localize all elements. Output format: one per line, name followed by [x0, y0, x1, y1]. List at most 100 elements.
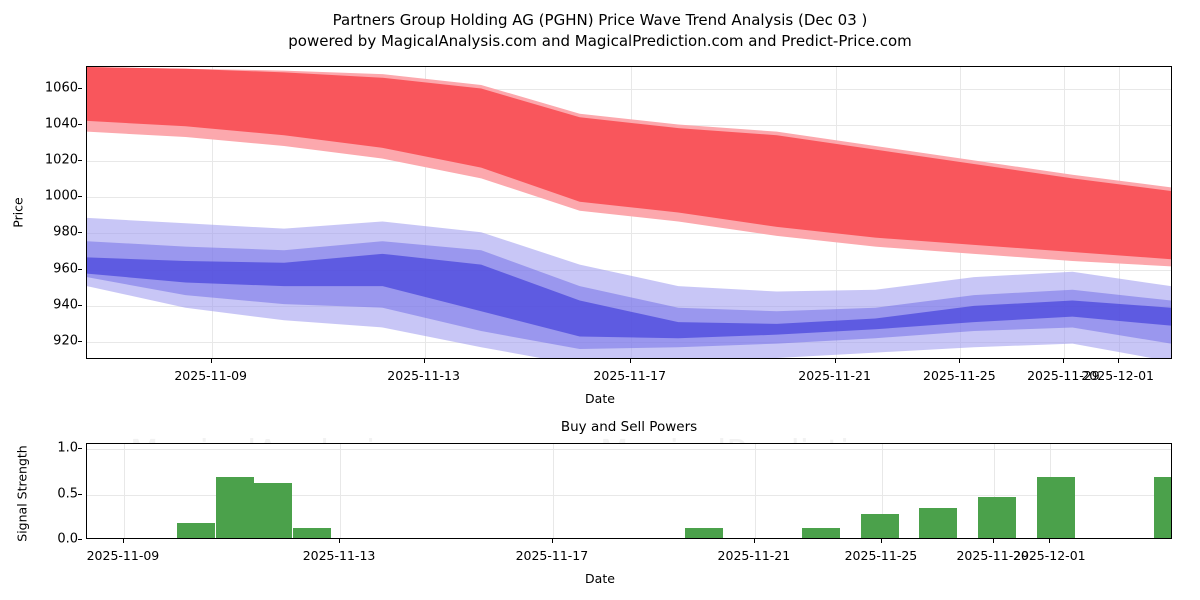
signal-bar[interactable] — [860, 447, 899, 538]
signal-bar[interactable] — [293, 447, 332, 538]
signal-x-tick-mark — [1049, 539, 1051, 543]
gridline-vertical — [754, 444, 756, 538]
gridline-vertical — [424, 67, 426, 358]
gridline-horizontal — [87, 88, 1171, 90]
buy-power-segment — [919, 508, 958, 538]
signal-bar[interactable] — [509, 447, 547, 538]
price-x-axis-label: Date — [585, 391, 615, 406]
price-x-tick-mark — [1063, 359, 1065, 363]
buy-power-segment — [293, 528, 332, 538]
price-y-tick-label: 980 — [53, 224, 78, 240]
price-y-tick-label: 940 — [53, 297, 78, 313]
buy-power-segment — [215, 477, 254, 538]
signal-x-tick-mark — [339, 539, 341, 543]
signal-x-tick-mark — [551, 539, 553, 543]
signal-y-tick-label: 0.5 — [57, 486, 78, 502]
price-x-tick-mark — [1117, 359, 1119, 363]
signal-bar[interactable] — [626, 447, 664, 538]
signal-bar[interactable] — [802, 447, 841, 538]
signal-bar[interactable] — [1154, 447, 1171, 538]
buy-power-segment — [1036, 477, 1075, 538]
price-wave-plot-area — [86, 66, 1172, 359]
price-y-tick-mark — [78, 304, 82, 306]
signal-y-tick-label: 1.0 — [57, 440, 78, 456]
buy-power-segment — [684, 528, 723, 538]
price-x-tick-mark — [423, 359, 425, 363]
signal-y-tick-mark — [78, 448, 82, 450]
signal-x-tick-label: 2025-11-25 — [844, 548, 918, 563]
price-x-tick-label: 2025-11-21 — [798, 368, 871, 383]
gridline-vertical — [123, 444, 125, 538]
chart-title-line-2: powered by MagicalAnalysis.com and Magic… — [288, 32, 912, 50]
price-x-tick-label: 2025-11-17 — [593, 368, 667, 383]
gridline-vertical — [340, 444, 342, 538]
signal-y-ticks: 0.0 0.5 1.0 — [0, 440, 82, 547]
signal-y-axis-label: Signal Strength — [14, 445, 30, 542]
signal-x-tick-label: 2025-11-29 — [956, 548, 1030, 563]
buy-power-segment — [860, 513, 899, 538]
signal-x-tick-label: 2025-11-13 — [302, 548, 376, 563]
price-x-tick-label: 2025-12-01 — [1081, 368, 1155, 383]
chart-title-line-1: Partners Group Holding AG (PGHN) Price W… — [332, 11, 868, 29]
buy-sell-powers-plot-area — [86, 443, 1172, 539]
buy-power-segment — [177, 522, 216, 538]
gridline-horizontal — [87, 494, 1171, 496]
signal-x-axis-label: Date — [585, 571, 615, 586]
signal-bar[interactable] — [254, 447, 293, 538]
price-y-tick-label: 920 — [53, 333, 78, 349]
price-y-tick-label: 1060 — [44, 80, 78, 96]
signal-bar[interactable] — [978, 447, 1017, 538]
price-y-tick-mark — [78, 160, 82, 162]
gridline-horizontal — [87, 449, 1171, 451]
buy-power-segment — [978, 497, 1017, 538]
signal-bar[interactable] — [450, 447, 488, 538]
signal-bar[interactable] — [568, 447, 606, 538]
price-y-axis-label: Price — [10, 197, 26, 228]
gridline-vertical — [881, 444, 883, 538]
signal-bar[interactable] — [1036, 447, 1075, 538]
price-y-ticks: 920 940 960 980 1000 1020 1040 1060 — [0, 66, 82, 359]
signal-y-tick-label: 0.0 — [57, 531, 78, 547]
signal-x-tick-mark — [753, 539, 755, 543]
price-x-tick-mark — [629, 359, 631, 363]
signal-bar[interactable] — [177, 447, 216, 538]
gridline-vertical — [993, 444, 995, 538]
price-x-tick-label: 2025-11-09 — [174, 368, 247, 383]
signal-x-tick-mark — [122, 539, 124, 543]
signal-chart-title: Buy and Sell Powers — [560, 419, 698, 435]
signal-x-tick-label: 2025-11-21 — [717, 548, 791, 563]
gridline-horizontal — [87, 233, 1171, 235]
signal-x-tick-mark — [880, 539, 882, 543]
price-x-tick-label: 2025-11-29 — [1027, 368, 1100, 383]
price-y-tick-mark — [78, 87, 82, 89]
price-band-resistance-core — [87, 67, 1171, 260]
signal-y-tick-mark — [78, 539, 82, 540]
signal-bar[interactable] — [919, 447, 958, 538]
price-x-tick-mark — [834, 359, 836, 363]
buy-power-segment — [254, 482, 293, 538]
price-y-tick-label: 1040 — [44, 116, 78, 132]
signal-x-tick-mark — [992, 539, 994, 543]
buy-power-segment — [802, 528, 841, 538]
signal-x-tick-label: 2025-12-01 — [1012, 548, 1086, 563]
gridline-horizontal — [87, 269, 1171, 271]
price-y-tick-mark — [78, 196, 82, 198]
price-x-tick-label: 2025-11-25 — [923, 368, 996, 383]
price-y-tick-mark — [78, 268, 82, 270]
price-y-tick-mark — [78, 123, 82, 125]
signal-y-tick-mark — [78, 493, 82, 495]
price-band-support-core — [87, 253, 1171, 339]
price-y-tick-mark — [78, 232, 82, 234]
signal-x-tick-label: 2025-11-17 — [515, 548, 589, 563]
price-x-tick-label: 2025-11-13 — [387, 368, 460, 383]
price-wave-bands — [87, 67, 1171, 358]
price-x-tick-mark — [210, 359, 212, 363]
gridline-vertical — [552, 444, 554, 538]
price-y-tick-label: 960 — [53, 261, 78, 277]
signal-bar[interactable] — [684, 447, 723, 538]
price-y-tick-label: 1000 — [44, 188, 78, 204]
gridline-vertical — [211, 67, 213, 358]
signal-bar[interactable] — [215, 447, 254, 538]
signal-bar[interactable] — [138, 447, 176, 538]
